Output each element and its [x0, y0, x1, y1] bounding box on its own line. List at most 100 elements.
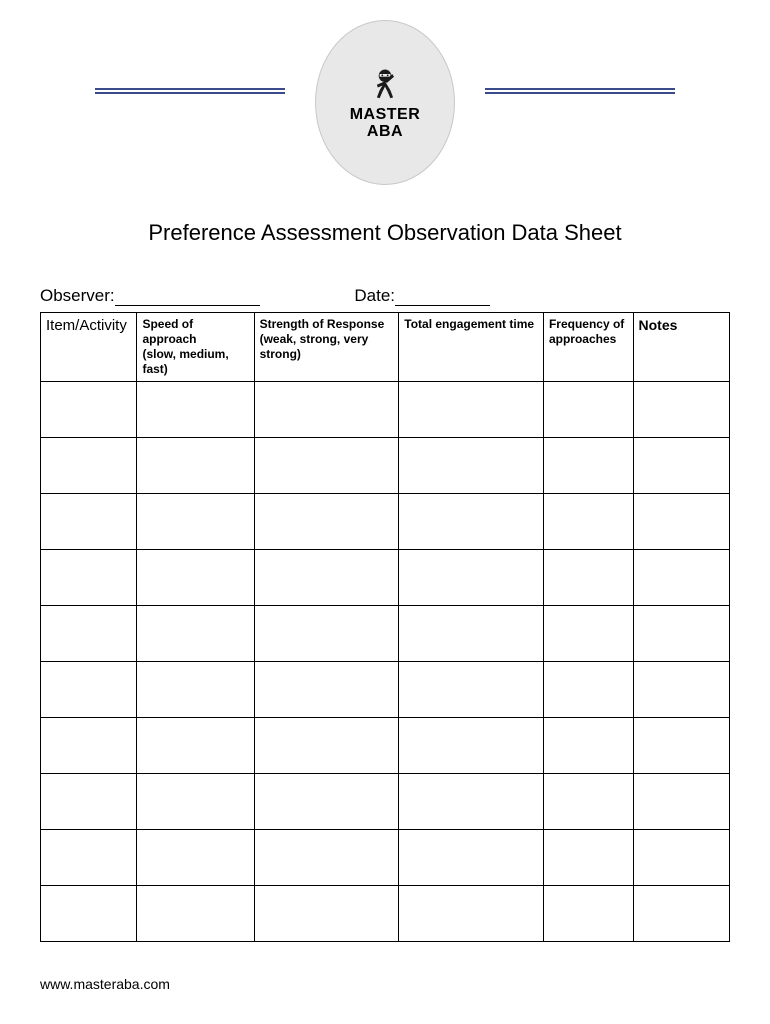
cell-notes[interactable]: [633, 662, 729, 718]
table-row: [41, 830, 730, 886]
cell-item[interactable]: [41, 494, 137, 550]
cell-strength[interactable]: [254, 606, 399, 662]
cell-frequency[interactable]: [543, 886, 633, 942]
col-header-engagement: Total engagement time: [399, 313, 544, 382]
cell-frequency[interactable]: [543, 550, 633, 606]
cell-speed[interactable]: [137, 718, 254, 774]
cell-notes[interactable]: [633, 382, 729, 438]
cell-engagement[interactable]: [399, 438, 544, 494]
cell-engagement[interactable]: [399, 830, 544, 886]
cell-notes[interactable]: [633, 438, 729, 494]
table-row: [41, 494, 730, 550]
cell-frequency[interactable]: [543, 438, 633, 494]
observer-input[interactable]: [115, 288, 260, 306]
header-rule-right: [485, 88, 675, 94]
col-header-item-main: Item/Activity: [46, 317, 127, 334]
table-row: [41, 438, 730, 494]
logo-text-line2: ABA: [350, 124, 421, 141]
cell-item[interactable]: [41, 662, 137, 718]
cell-item[interactable]: [41, 550, 137, 606]
table-row: [41, 550, 730, 606]
cell-item[interactable]: [41, 886, 137, 942]
cell-item[interactable]: [41, 718, 137, 774]
cell-strength[interactable]: [254, 438, 399, 494]
observer-label: Observer:: [40, 286, 115, 305]
date-label: Date:: [354, 286, 395, 305]
col-header-strength: Strength of Response (weak, strong, very…: [254, 313, 399, 382]
col-header-speed-sub: (slow, medium, fast): [142, 347, 228, 376]
cell-engagement[interactable]: [399, 382, 544, 438]
cell-item[interactable]: [41, 382, 137, 438]
col-header-strength-sub: (weak, strong, very strong): [260, 332, 369, 361]
cell-frequency[interactable]: [543, 606, 633, 662]
data-table: Item/Activity Speed of approach (slow, m…: [40, 312, 730, 942]
cell-speed[interactable]: [137, 774, 254, 830]
cell-engagement[interactable]: [399, 494, 544, 550]
cell-frequency[interactable]: [543, 718, 633, 774]
cell-engagement[interactable]: [399, 774, 544, 830]
col-header-engagement-main: Total engagement time: [404, 317, 534, 331]
col-header-frequency: Frequency of approaches: [543, 313, 633, 382]
cell-strength[interactable]: [254, 550, 399, 606]
cell-strength[interactable]: [254, 494, 399, 550]
cell-item[interactable]: [41, 774, 137, 830]
cell-engagement[interactable]: [399, 886, 544, 942]
cell-notes[interactable]: [633, 886, 729, 942]
cell-strength[interactable]: [254, 662, 399, 718]
date-input[interactable]: [395, 288, 490, 306]
cell-notes[interactable]: [633, 550, 729, 606]
cell-frequency[interactable]: [543, 774, 633, 830]
table-row: [41, 382, 730, 438]
cell-engagement[interactable]: [399, 662, 544, 718]
col-header-notes: Notes: [633, 313, 729, 382]
page-title: Preference Assessment Observation Data S…: [0, 220, 770, 246]
cell-item[interactable]: [41, 830, 137, 886]
cell-item[interactable]: [41, 606, 137, 662]
cell-frequency[interactable]: [543, 662, 633, 718]
cell-engagement[interactable]: [399, 606, 544, 662]
cell-notes[interactable]: [633, 830, 729, 886]
form-fields: Observer: Date:: [0, 286, 770, 306]
col-header-strength-main: Strength of Response: [260, 317, 385, 331]
cell-strength[interactable]: [254, 886, 399, 942]
header-rule-left: [95, 88, 285, 94]
cell-strength[interactable]: [254, 382, 399, 438]
cell-speed[interactable]: [137, 382, 254, 438]
cell-strength[interactable]: [254, 774, 399, 830]
logo: MASTER ABA: [315, 20, 455, 185]
cell-speed[interactable]: [137, 830, 254, 886]
cell-speed[interactable]: [137, 550, 254, 606]
cell-frequency[interactable]: [543, 382, 633, 438]
cell-engagement[interactable]: [399, 550, 544, 606]
logo-text: MASTER ABA: [350, 107, 421, 141]
cell-strength[interactable]: [254, 718, 399, 774]
cell-speed[interactable]: [137, 494, 254, 550]
col-header-speed: Speed of approach (slow, medium, fast): [137, 313, 254, 382]
table-header-row: Item/Activity Speed of approach (slow, m…: [41, 313, 730, 382]
cell-speed[interactable]: [137, 662, 254, 718]
cell-strength[interactable]: [254, 830, 399, 886]
cell-notes[interactable]: [633, 774, 729, 830]
header: MASTER ABA: [0, 0, 770, 180]
logo-text-line1: MASTER: [350, 107, 421, 124]
cell-notes[interactable]: [633, 718, 729, 774]
footer-url: www.masteraba.com: [40, 976, 170, 992]
col-header-frequency-main: Frequency of approaches: [549, 317, 624, 346]
cell-item[interactable]: [41, 438, 137, 494]
cell-speed[interactable]: [137, 438, 254, 494]
cell-frequency[interactable]: [543, 830, 633, 886]
cell-notes[interactable]: [633, 494, 729, 550]
table-row: [41, 774, 730, 830]
table-row: [41, 886, 730, 942]
cell-speed[interactable]: [137, 886, 254, 942]
col-header-notes-main: Notes: [639, 317, 678, 333]
ninja-icon: [367, 65, 403, 101]
cell-engagement[interactable]: [399, 718, 544, 774]
col-header-speed-main: Speed of approach: [142, 317, 196, 346]
col-header-item: Item/Activity: [41, 313, 137, 382]
table-row: [41, 662, 730, 718]
cell-frequency[interactable]: [543, 494, 633, 550]
cell-notes[interactable]: [633, 606, 729, 662]
cell-speed[interactable]: [137, 606, 254, 662]
table-row: [41, 606, 730, 662]
